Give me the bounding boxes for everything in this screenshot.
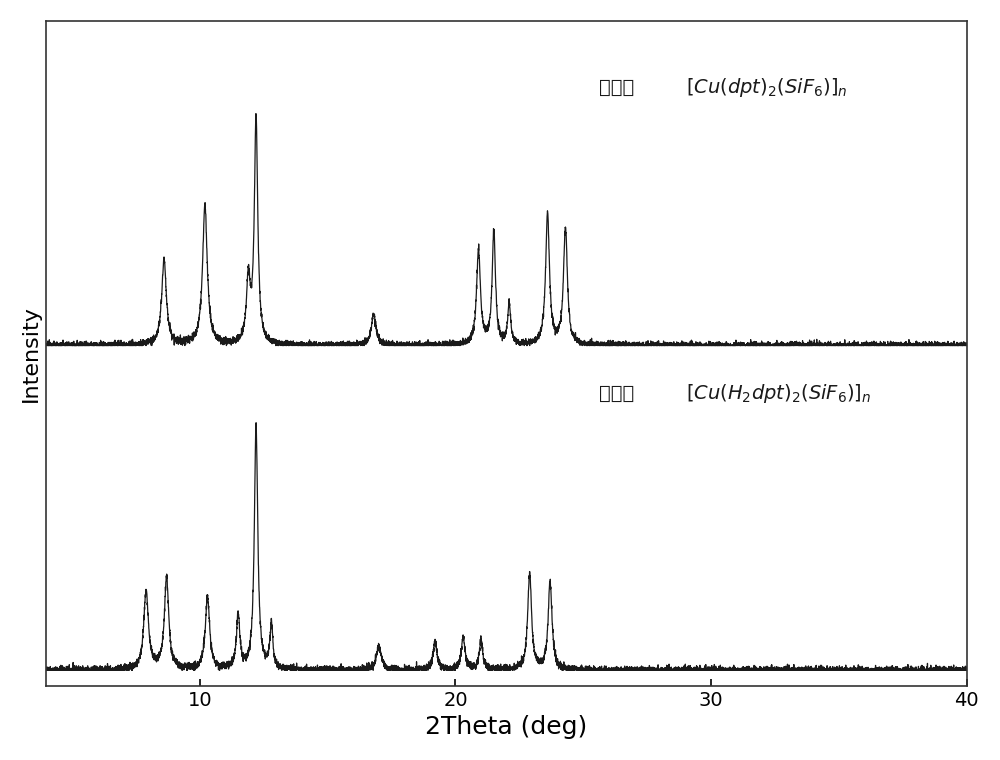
X-axis label: 2Theta (deg): 2Theta (deg) bbox=[425, 715, 588, 739]
Text: 粉红色: 粉红色 bbox=[599, 78, 634, 97]
Text: 橙黄色: 橙黄色 bbox=[599, 384, 634, 403]
Y-axis label: Intensity: Intensity bbox=[21, 305, 41, 402]
Text: $[Cu(H_2dpt)_2(SiF_6)]_n$: $[Cu(H_2dpt)_2(SiF_6)]_n$ bbox=[686, 382, 872, 404]
Text: $[Cu(dpt)_2(SiF_6)]_n$: $[Cu(dpt)_2(SiF_6)]_n$ bbox=[686, 76, 848, 99]
